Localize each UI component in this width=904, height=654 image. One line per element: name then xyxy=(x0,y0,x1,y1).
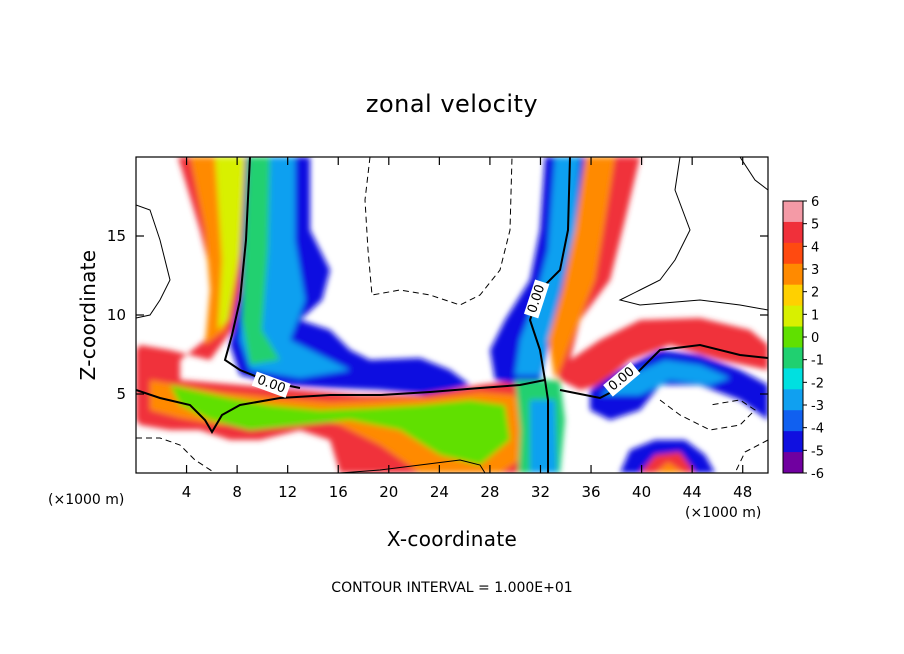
thin-contour xyxy=(739,157,768,191)
colorbar-tick-label: -1 xyxy=(811,354,824,369)
colorbar-tick-label: 6 xyxy=(811,195,819,210)
colorbar-swatch xyxy=(783,452,803,474)
colorbar-tick-label: 0 xyxy=(811,331,819,346)
colorbar-tick-label: -5 xyxy=(811,444,824,459)
x-tick-label: 28 xyxy=(480,483,499,501)
y-tick-label: 5 xyxy=(116,385,126,403)
field-region xyxy=(655,462,685,473)
x-axis: 4 8 12 16 20 24 28 32 36 40 44 48 xyxy=(182,157,752,501)
colorbar-tick-label: 1 xyxy=(811,308,819,323)
colorbar-tick-label: -6 xyxy=(811,467,824,482)
contour-lines xyxy=(136,157,768,473)
x-tick-label: 32 xyxy=(531,483,550,501)
x-unit-left: (×1000 m) xyxy=(48,492,124,508)
y-axis-label: Z-coordinate xyxy=(76,250,100,381)
x-tick-label: 36 xyxy=(581,483,600,501)
x-tick-label: 40 xyxy=(632,483,651,501)
contour-interval-note: CONTOUR INTERVAL = 1.000E+01 xyxy=(331,580,572,596)
colorbar-swatch xyxy=(783,347,803,369)
x-tick-label: 20 xyxy=(379,483,398,501)
x-tick-label: 16 xyxy=(329,483,348,501)
x-tick-label: 44 xyxy=(683,483,702,501)
colorbar-tick-label: -4 xyxy=(811,422,824,437)
thin-contour xyxy=(339,459,486,473)
field-region xyxy=(515,157,580,375)
colorbar-swatch xyxy=(783,431,803,453)
field-region xyxy=(170,385,510,465)
thin-contour xyxy=(136,204,171,319)
colorbar-swatch xyxy=(783,284,803,307)
field-region xyxy=(600,360,730,395)
colorbar-tick-label: 4 xyxy=(811,240,819,255)
z-unit-right: (×1000 m) xyxy=(685,505,761,521)
colorbar-swatch xyxy=(783,201,803,223)
colorbar-swatch xyxy=(783,242,803,265)
colorbar-swatch xyxy=(783,368,803,390)
field-region xyxy=(530,400,557,473)
thin-contour xyxy=(618,157,768,311)
zero-contour xyxy=(136,379,546,434)
x-tick-label: 4 xyxy=(182,483,192,501)
dashed-contour xyxy=(136,437,216,473)
colorbar-tick-label: -2 xyxy=(811,376,824,391)
colorbar-tick-label: 3 xyxy=(811,263,819,278)
chart-title: zonal velocity xyxy=(366,90,538,118)
x-tick-label: 48 xyxy=(733,483,752,501)
field-region xyxy=(215,157,245,330)
colorbar-tick-label: 5 xyxy=(811,218,819,233)
y-tick-label: 10 xyxy=(107,306,126,324)
x-tick-label: 12 xyxy=(278,483,297,501)
field-region xyxy=(242,157,280,365)
y-axis: 5 10 15 xyxy=(107,227,768,403)
colorbar-swatch xyxy=(783,263,803,286)
zero-contour xyxy=(528,157,571,473)
x-axis-label: X-coordinate xyxy=(387,527,517,551)
colorbar-tick-label: -3 xyxy=(811,399,824,414)
velocity-field xyxy=(136,157,768,473)
colorbar-swatch xyxy=(783,410,803,432)
colorbar-tick-label: 2 xyxy=(811,286,819,301)
colorbar-swatch xyxy=(783,221,803,244)
field-region xyxy=(548,157,615,380)
dashed-contour xyxy=(659,399,756,431)
x-tick-label: 8 xyxy=(232,483,242,501)
dashed-contour xyxy=(734,439,768,473)
x-tick-label: 24 xyxy=(430,483,449,501)
colorbar-swatch xyxy=(783,326,803,348)
colorbar-swatch xyxy=(783,389,803,411)
colorbar: 6 5 4 3 2 1 0 -1 -2 -3 -4 -5 -6 xyxy=(782,195,824,482)
colorbar-swatch xyxy=(783,305,803,328)
y-tick-label: 15 xyxy=(107,227,126,245)
zero-contour xyxy=(559,343,768,400)
